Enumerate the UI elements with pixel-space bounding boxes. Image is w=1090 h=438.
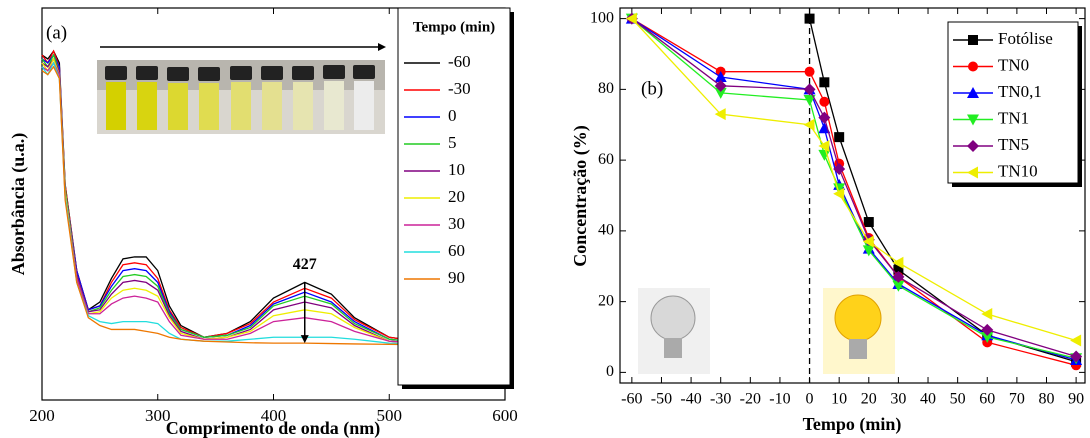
panel-label: (a) — [46, 22, 67, 43]
marker — [818, 122, 831, 134]
y-tick-label: 40 — [598, 222, 614, 239]
marker — [968, 61, 978, 72]
legend-label: -30 — [448, 79, 471, 98]
y-axis-title: Concentração (%) — [570, 125, 591, 266]
marker — [803, 94, 816, 106]
marker — [892, 256, 904, 269]
marker — [818, 111, 831, 124]
marker — [834, 132, 845, 143]
legend-box — [397, 7, 511, 386]
x-tick-label: 10 — [831, 391, 847, 408]
marker — [981, 323, 994, 336]
marker — [981, 308, 993, 321]
marker — [803, 83, 816, 96]
marker — [1070, 334, 1082, 347]
x-tick-label: 0 — [806, 391, 814, 408]
x-tick-label: 600 — [492, 406, 518, 425]
y-tick-label: 0 — [606, 363, 614, 380]
x-tick-label: 60 — [979, 391, 995, 408]
legend-box — [947, 21, 1079, 184]
vials-photo — [97, 43, 386, 134]
marker — [862, 245, 875, 257]
legend-label: TN0,1 — [998, 82, 1042, 101]
legend-label: 90 — [448, 268, 465, 287]
legend-label: 20 — [448, 187, 465, 206]
x-tick-label: 90 — [1068, 391, 1084, 408]
marker — [818, 149, 831, 161]
marker — [967, 140, 979, 152]
marker — [981, 332, 994, 344]
marker — [804, 66, 815, 77]
marker — [862, 235, 874, 248]
marker — [967, 166, 978, 179]
x-tick-label: 300 — [145, 406, 171, 425]
annotation-arrowhead — [300, 335, 309, 344]
legend-title: Tempo (min) — [413, 19, 495, 35]
x-tick-label: 200 — [29, 406, 55, 425]
x-tick-label: -30 — [710, 391, 731, 408]
panel-label: (b) — [641, 78, 663, 99]
marker — [833, 162, 846, 175]
x-tick-label: 400 — [261, 406, 287, 425]
y-tick-label: 20 — [598, 292, 614, 309]
y-tick-label: 100 — [590, 9, 614, 26]
marker — [819, 77, 830, 88]
x-tick-label: -60 — [621, 391, 642, 408]
x-tick-label: -20 — [740, 391, 761, 408]
marker — [967, 87, 979, 98]
marker — [819, 96, 830, 107]
annotation-label: 427 — [293, 256, 317, 273]
y-tick-label: 60 — [598, 151, 614, 168]
series-line — [41, 65, 505, 346]
legend-label: 60 — [448, 241, 465, 260]
legend-label: TN0 — [998, 55, 1029, 74]
x-axis-title: Tempo (min) — [803, 414, 902, 435]
legend-label: TN10 — [998, 161, 1038, 180]
x-tick-label: 80 — [1038, 391, 1054, 408]
marker — [714, 108, 726, 121]
marker — [1070, 350, 1083, 363]
legend-label: 30 — [448, 214, 465, 233]
marker — [804, 13, 815, 24]
marker — [968, 35, 978, 45]
x-tick-label: 50 — [950, 391, 966, 408]
marker — [833, 187, 845, 200]
marker — [892, 270, 905, 283]
x-axis-title: Comprimento de onda (nm) — [166, 418, 381, 438]
legend-label: TN5 — [998, 135, 1029, 154]
x-tick-label: 30 — [890, 391, 906, 408]
marker — [714, 79, 727, 92]
bulb-off — [638, 288, 710, 374]
marker — [803, 118, 815, 131]
legend-label: 5 — [448, 133, 457, 152]
legend-label: 10 — [448, 160, 465, 179]
y-tick-label: 80 — [598, 80, 614, 97]
legend-label: TN1 — [998, 108, 1029, 127]
marker — [818, 139, 830, 152]
x-tick-label: 40 — [920, 391, 936, 408]
marker — [714, 70, 727, 82]
x-tick-label: 500 — [377, 406, 403, 425]
x-tick-label: 70 — [1009, 391, 1025, 408]
y-axis-title: Absorbância (u.a.) — [8, 133, 29, 276]
x-tick-label: -50 — [651, 391, 672, 408]
marker — [714, 87, 727, 99]
legend-label: 0 — [448, 106, 457, 125]
x-tick-label: -10 — [769, 391, 790, 408]
x-tick-label: -40 — [680, 391, 701, 408]
marker — [892, 280, 905, 292]
marker — [863, 217, 874, 228]
bulb-on — [823, 288, 895, 374]
marker — [967, 114, 979, 126]
plot-frame — [619, 7, 1086, 384]
legend-label: -60 — [448, 52, 471, 71]
x-tick-label: 20 — [861, 391, 877, 408]
marker — [625, 12, 637, 25]
legend-label: Fotólise — [998, 29, 1053, 48]
